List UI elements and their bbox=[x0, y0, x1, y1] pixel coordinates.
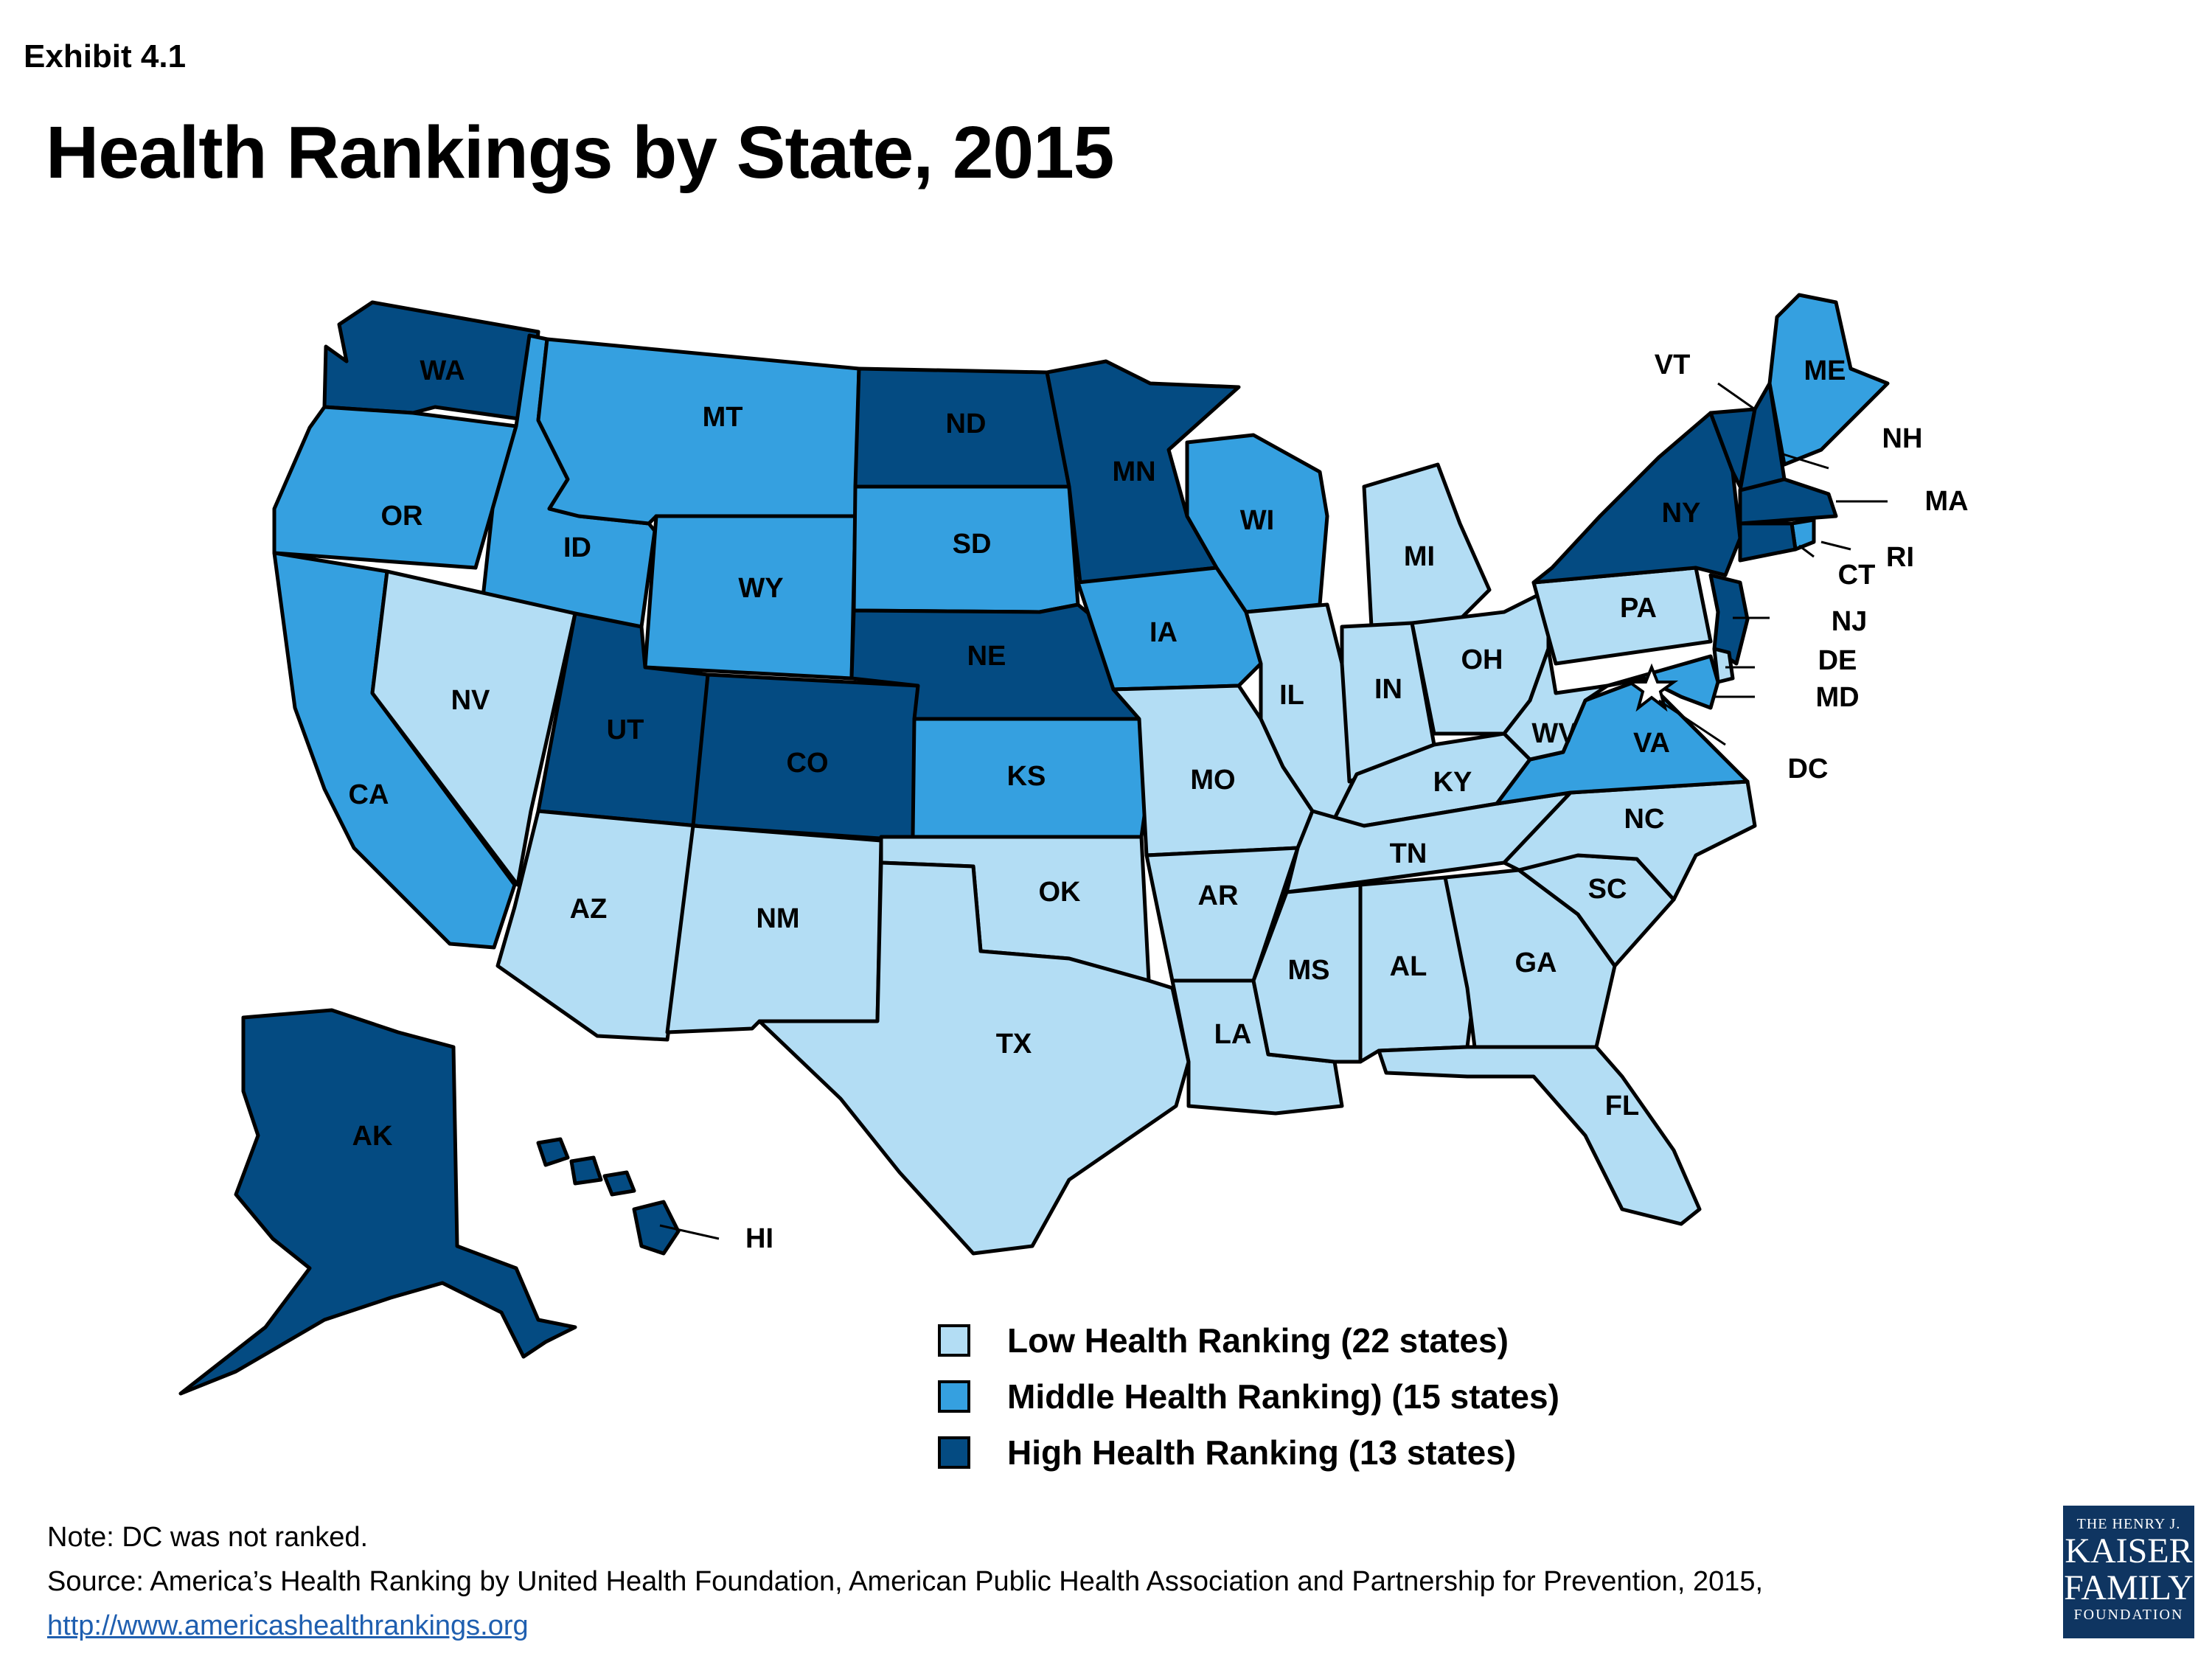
label-tn: TN bbox=[1390, 838, 1427, 869]
state-mt[interactable] bbox=[536, 337, 861, 526]
label-ut: UT bbox=[607, 714, 644, 745]
state-az[interactable] bbox=[495, 809, 699, 1042]
state-ma[interactable] bbox=[1738, 477, 1838, 526]
legend-swatch-high bbox=[938, 1436, 970, 1469]
state-hi[interactable] bbox=[536, 1137, 681, 1256]
notes: Note: DC was not ranked. Source: America… bbox=[47, 1515, 1763, 1648]
label-ks: KS bbox=[1007, 761, 1046, 792]
source-text: Source: America’s Health Ranking by Unit… bbox=[47, 1566, 1764, 1597]
logo-line-2: KAISER bbox=[2065, 1531, 2193, 1571]
state-ny[interactable] bbox=[1531, 411, 1742, 585]
label-ky: KY bbox=[1433, 767, 1472, 798]
dc-star-icon bbox=[1624, 663, 1679, 712]
label-tx: TX bbox=[996, 1029, 1032, 1060]
label-ar: AR bbox=[1198, 880, 1239, 911]
label-me: ME bbox=[1804, 355, 1846, 386]
label-nc: NC bbox=[1624, 804, 1665, 835]
state-me[interactable] bbox=[1767, 293, 1890, 467]
kff-logo: THE HENRY J. KAISER FAMILY FOUNDATION bbox=[2063, 1506, 2194, 1638]
state-tx[interactable] bbox=[757, 860, 1191, 1256]
state-labels: WA OR CA ID NV MT WY UT CO AZ NM ND SD N… bbox=[349, 349, 1969, 1254]
legend-swatch-middle bbox=[938, 1380, 970, 1413]
legend-item-low: Low Health Ranking (22 states) bbox=[938, 1312, 1559, 1368]
label-va: VA bbox=[1633, 728, 1670, 759]
label-id: ID bbox=[563, 532, 591, 563]
label-sd: SD bbox=[953, 529, 992, 560]
label-ms: MS bbox=[1288, 955, 1330, 986]
label-ga: GA bbox=[1515, 947, 1557, 978]
logo-line-4: FOUNDATION bbox=[2073, 1607, 2184, 1623]
label-fl: FL bbox=[1605, 1091, 1639, 1121]
label-ri: RI bbox=[1886, 542, 1914, 573]
label-leaders bbox=[659, 382, 1888, 1240]
label-ne: NE bbox=[967, 641, 1006, 672]
label-wa: WA bbox=[420, 355, 465, 386]
label-nv: NV bbox=[451, 685, 490, 716]
label-nd: ND bbox=[946, 408, 987, 439]
state-mn[interactable] bbox=[1045, 359, 1241, 585]
label-ia: IA bbox=[1150, 617, 1178, 648]
note-text: Note: DC was not ranked. bbox=[47, 1522, 369, 1553]
state-or[interactable] bbox=[272, 405, 518, 570]
label-in: IN bbox=[1374, 674, 1402, 705]
label-mn: MN bbox=[1112, 456, 1155, 487]
legend: Low Health Ranking (22 states) Middle He… bbox=[938, 1312, 1559, 1481]
label-ma: MA bbox=[1924, 486, 1968, 517]
label-dc: DC bbox=[1788, 754, 1829, 785]
state-de[interactable] bbox=[1712, 647, 1735, 684]
label-al: AL bbox=[1390, 951, 1427, 982]
label-az: AZ bbox=[570, 894, 608, 925]
label-oh: OH bbox=[1461, 644, 1503, 675]
legend-label-middle: Middle Health Ranking) (15 states) bbox=[1007, 1377, 1559, 1416]
label-mt: MT bbox=[703, 402, 743, 433]
label-de: DE bbox=[1818, 645, 1857, 676]
label-pa: PA bbox=[1620, 593, 1657, 624]
exhibit-number: Exhibit 4.1 bbox=[24, 38, 187, 74]
legend-item-high: High Health Ranking (13 states) bbox=[938, 1425, 1559, 1481]
label-ok: OK bbox=[1039, 877, 1082, 908]
state-fl[interactable] bbox=[1377, 1045, 1702, 1226]
label-or: OR bbox=[381, 501, 423, 532]
label-nj: NJ bbox=[1832, 606, 1868, 637]
legend-item-middle: Middle Health Ranking) (15 states) bbox=[938, 1368, 1559, 1425]
label-ak: AK bbox=[352, 1121, 393, 1152]
label-mi: MI bbox=[1404, 541, 1435, 572]
source-link[interactable]: http://www.americashealthrankings.org bbox=[47, 1610, 529, 1641]
label-sc: SC bbox=[1588, 874, 1627, 905]
logo-line-1: THE HENRY J. bbox=[2076, 1516, 2181, 1532]
legend-swatch-low bbox=[938, 1324, 970, 1357]
label-vt: VT bbox=[1655, 349, 1691, 380]
state-ct[interactable] bbox=[1738, 521, 1798, 563]
us-map: WA OR CA ID NV MT WY UT CO AZ NM ND SD N… bbox=[178, 293, 1969, 1396]
legend-label-high: High Health Ranking (13 states) bbox=[1007, 1433, 1517, 1472]
label-ca: CA bbox=[349, 779, 389, 810]
label-hi: HI bbox=[745, 1223, 773, 1254]
logo-line-3: FAMILY bbox=[2064, 1568, 2194, 1607]
label-co: CO bbox=[787, 748, 829, 779]
label-wv: WV bbox=[1531, 718, 1577, 749]
label-il: IL bbox=[1279, 680, 1304, 711]
legend-label-low: Low Health Ranking (22 states) bbox=[1007, 1321, 1509, 1360]
label-md: MD bbox=[1815, 682, 1859, 713]
page-title: Health Rankings by State, 2015 bbox=[46, 111, 1114, 194]
state-nv[interactable] bbox=[370, 569, 577, 887]
label-mo: MO bbox=[1190, 765, 1235, 796]
label-nm: NM bbox=[756, 903, 799, 934]
label-wi: WI bbox=[1240, 505, 1274, 536]
label-nh: NH bbox=[1882, 423, 1923, 454]
label-wy: WY bbox=[738, 573, 783, 604]
label-ct: CT bbox=[1838, 560, 1876, 591]
label-la: LA bbox=[1214, 1019, 1252, 1050]
state-ak[interactable] bbox=[178, 1008, 577, 1396]
state-nj[interactable] bbox=[1708, 573, 1750, 666]
label-ny: NY bbox=[1662, 498, 1701, 529]
